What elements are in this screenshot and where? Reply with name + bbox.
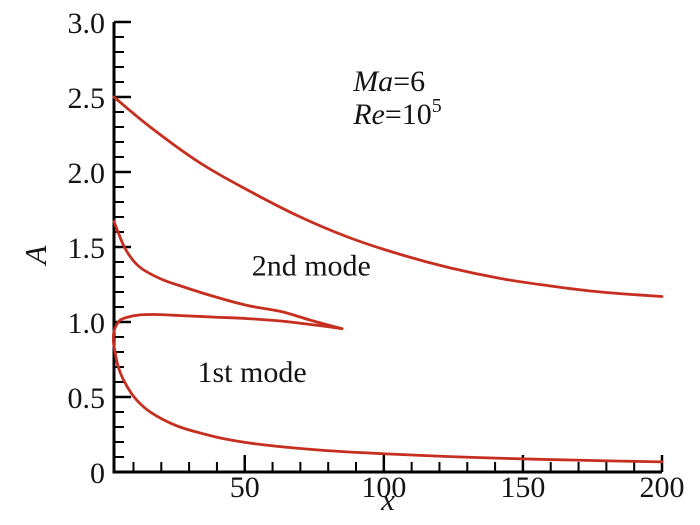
x-tick-label: 100 — [361, 471, 406, 504]
y-tick-label: 0 — [90, 457, 105, 490]
y-tick-label: 1.0 — [68, 307, 106, 340]
x-tick-label: 50 — [230, 471, 260, 504]
y-tick-label: 3.0 — [68, 7, 106, 40]
x-axis-label: x — [380, 482, 395, 517]
second-mode-wedge-upper-branch — [112, 220, 344, 331]
y-axis-label: A — [18, 244, 53, 266]
y-tick-label: 2.0 — [68, 157, 106, 190]
x-tick-label: 200 — [640, 471, 685, 504]
reynolds-number-annotation: Re=105 — [352, 95, 442, 131]
second-mode-upper-branch-curve — [112, 95, 664, 298]
mach-number-annotation: Ma=6 — [352, 65, 425, 98]
y-tick-label: 1.5 — [68, 232, 106, 265]
y-tick-label: 2.5 — [68, 82, 106, 115]
second-mode-label: 2nd mode — [252, 250, 371, 283]
first-mode-and-wedge-lower-branch — [111, 313, 664, 464]
first-mode-label: 1st mode — [198, 356, 307, 389]
y-tick-label: 0.5 — [68, 382, 106, 415]
x-tick-label: 150 — [500, 471, 545, 504]
